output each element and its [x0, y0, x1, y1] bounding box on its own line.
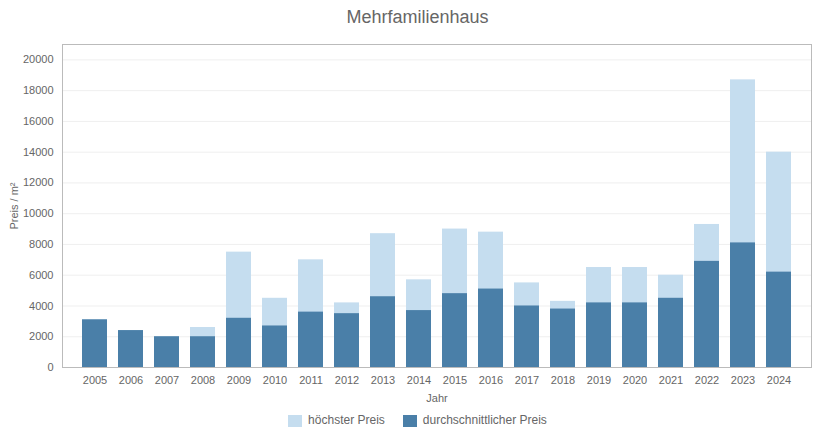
- svg-text:18000: 18000: [23, 84, 54, 96]
- html-text:durchschnittlicher Preis: durchschnittlicher Preis: [422, 413, 547, 427]
- svg-text:20000: 20000: [23, 53, 54, 65]
- svg-text:16000: 16000: [23, 115, 54, 127]
- svg-text:2017: 2017: [515, 374, 539, 386]
- svg-text:4000: 4000: [29, 299, 53, 311]
- svg-text:2014: 2014: [407, 374, 431, 386]
- svg-text:2020: 2020: [623, 374, 647, 386]
- svg-text:8000: 8000: [29, 238, 53, 250]
- svg-text:0: 0: [47, 361, 53, 373]
- svg-text:2010: 2010: [263, 374, 287, 386]
- svg-text:2005: 2005: [83, 374, 107, 386]
- svg-text:2009: 2009: [227, 374, 251, 386]
- svg-text:2021: 2021: [659, 374, 683, 386]
- svg-text:2011: 2011: [299, 374, 323, 386]
- svg-text:12000: 12000: [23, 176, 54, 188]
- svg-text:2000: 2000: [29, 330, 53, 342]
- html-text:Mehrfamilienhaus: Mehrfamilienhaus: [346, 7, 489, 27]
- svg-text:2013: 2013: [371, 374, 395, 386]
- svg-text:2024: 2024: [767, 374, 791, 386]
- svg-text:2008: 2008: [191, 374, 215, 386]
- svg-text:2015: 2015: [443, 374, 467, 386]
- html-text:höchster Preis: höchster Preis: [308, 413, 385, 427]
- svg-text:6000: 6000: [29, 269, 53, 281]
- svg-text:2006: 2006: [119, 374, 143, 386]
- svg-text:Jahr: Jahr: [426, 392, 448, 404]
- svg-text:2012: 2012: [335, 374, 359, 386]
- svg-text:2023: 2023: [731, 374, 755, 386]
- svg-text:2007: 2007: [155, 374, 179, 386]
- svg-text:2016: 2016: [479, 374, 503, 386]
- svg-text:10000: 10000: [23, 207, 54, 219]
- svg-text:2022: 2022: [695, 374, 719, 386]
- svg-text:2019: 2019: [587, 374, 611, 386]
- svg-text:Preis / m²: Preis / m²: [8, 182, 20, 229]
- svg-text:2018: 2018: [551, 374, 575, 386]
- svg-text:14000: 14000: [23, 146, 54, 158]
